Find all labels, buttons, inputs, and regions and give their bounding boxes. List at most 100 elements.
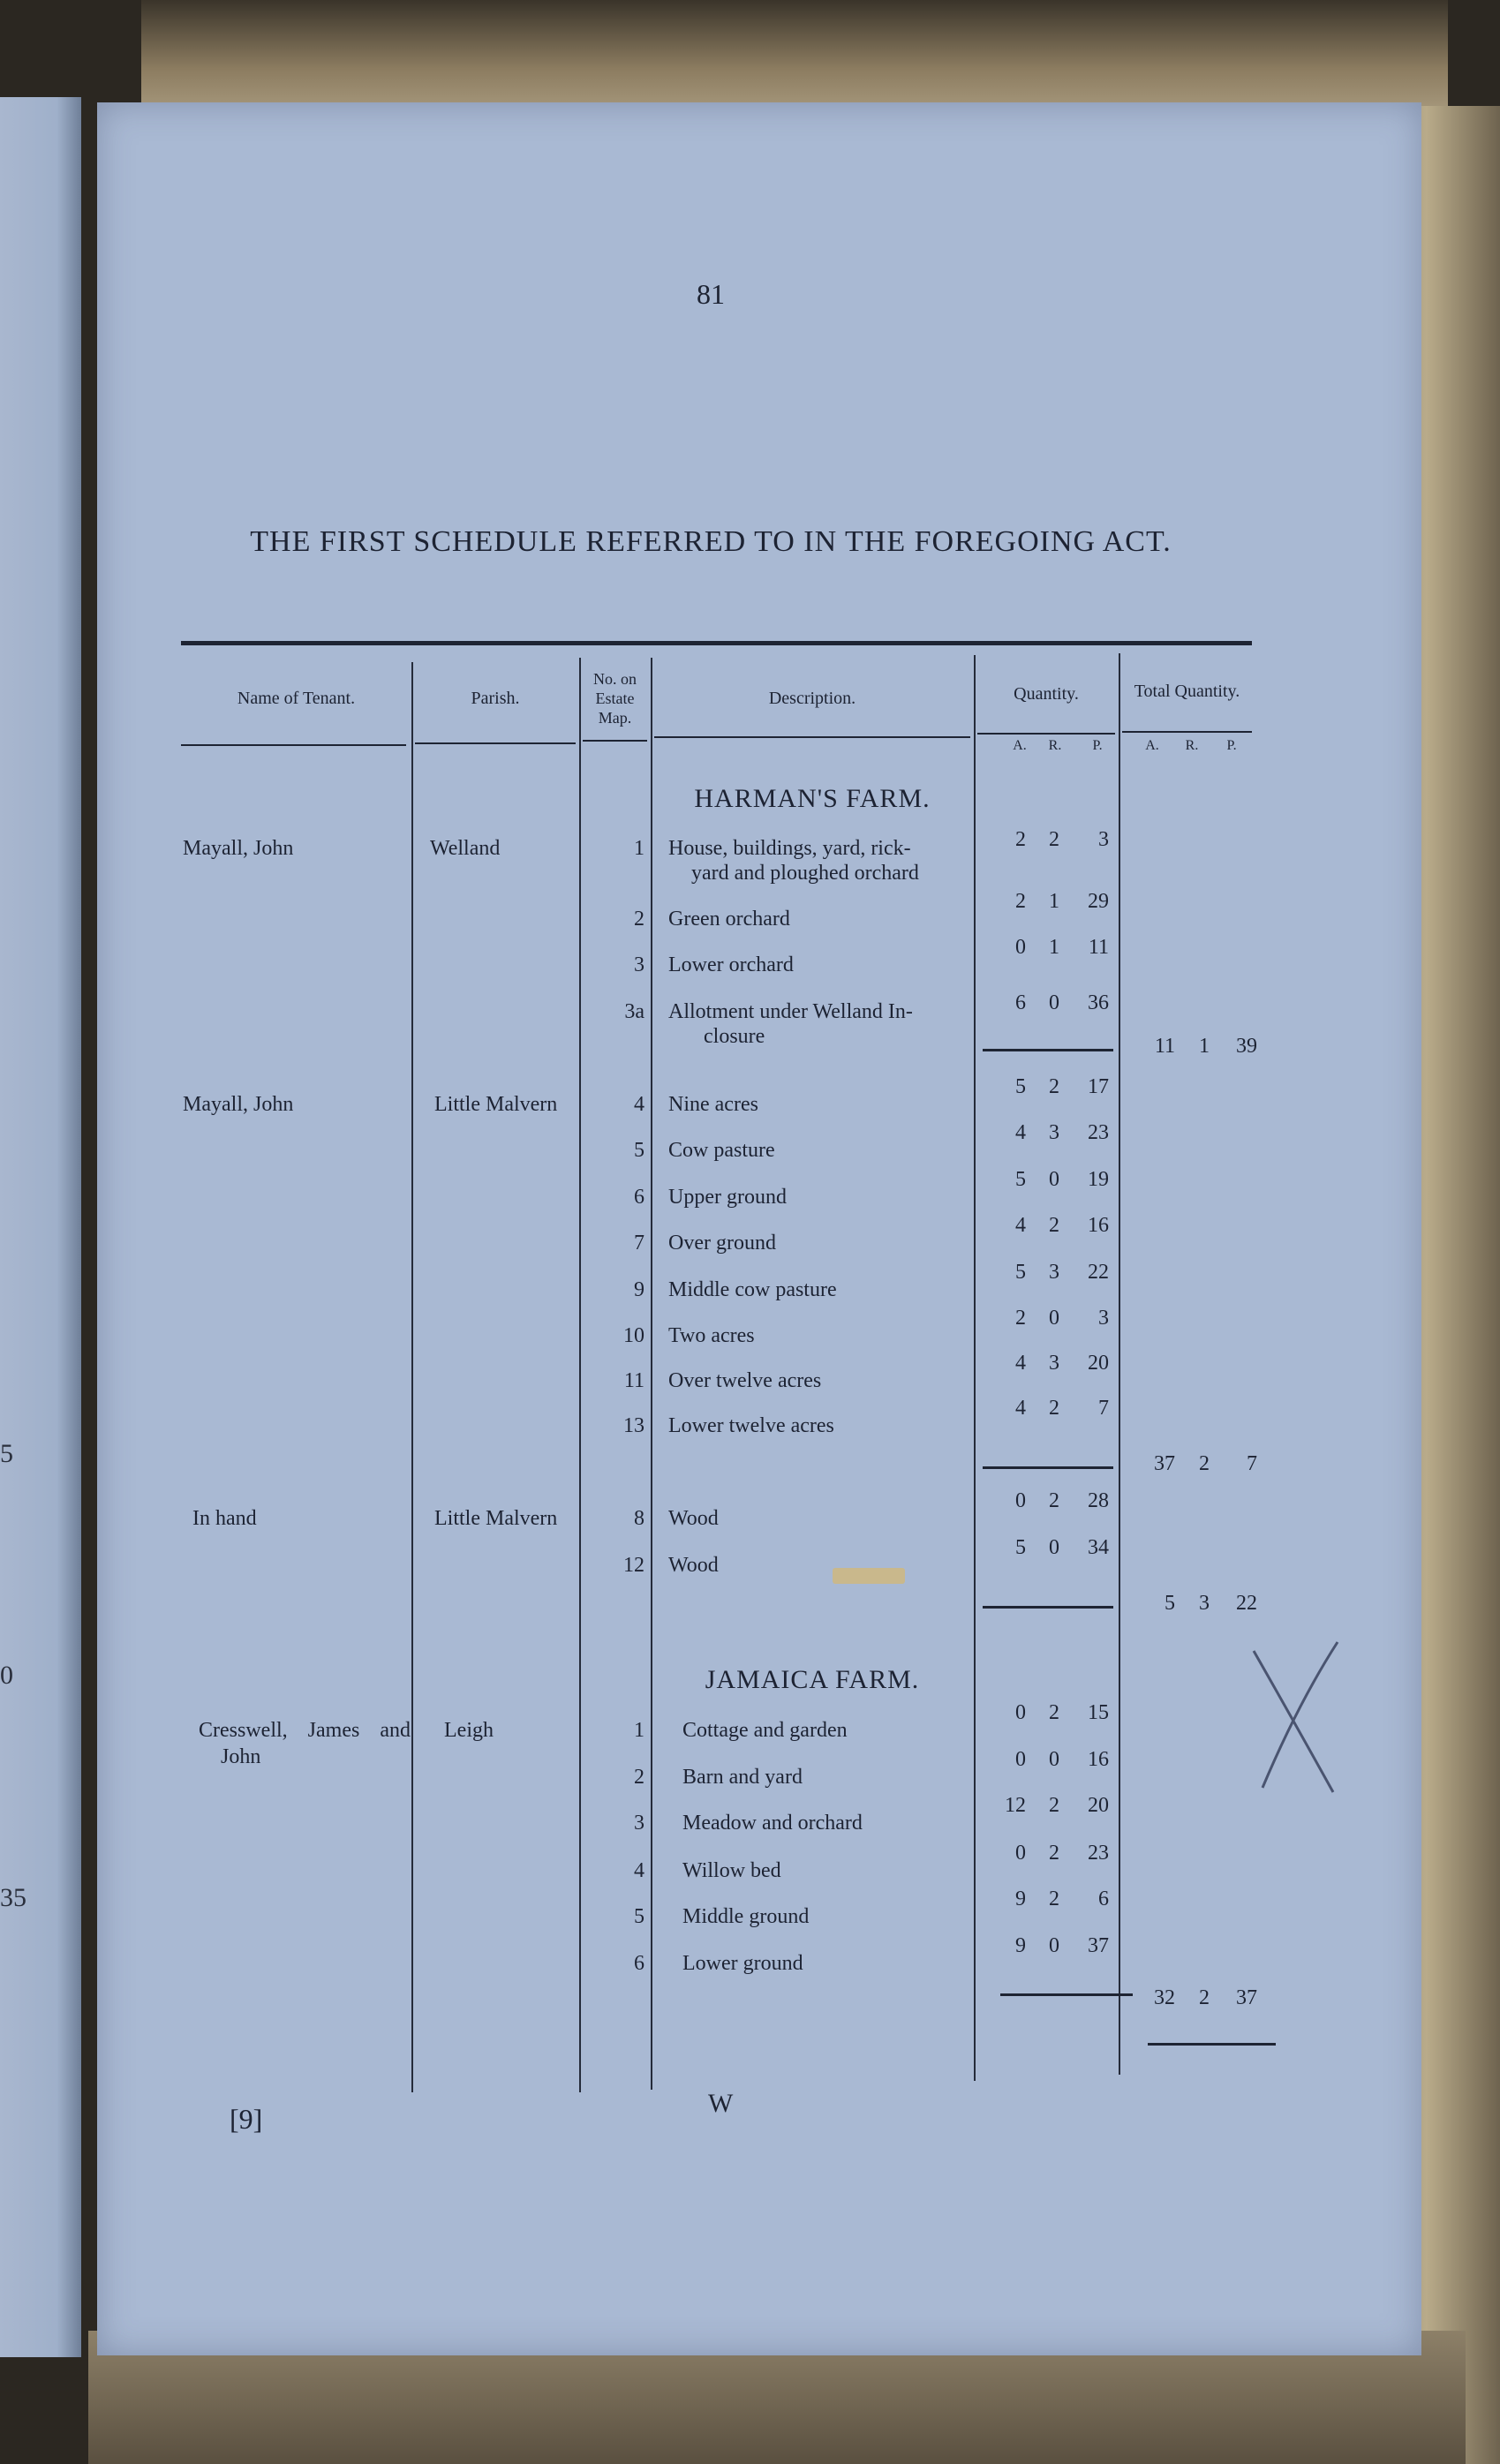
quantity-acres: 2: [1015, 890, 1026, 913]
quantity-perches: 11: [1088, 936, 1109, 959]
quantity-acres: 2: [1015, 828, 1026, 851]
quantity-perches: 16: [1088, 1214, 1109, 1237]
map-number: 13: [623, 1414, 644, 1437]
table-row: [181, 1000, 182, 1001]
map-number: 4: [634, 1093, 644, 1116]
subtotal-rule: [983, 1466, 1113, 1469]
paper-tape-patch: [833, 1568, 905, 1584]
table-row: [181, 1554, 182, 1555]
total-perches: 37: [1236, 1986, 1257, 2009]
header-map-no: No. on Estate Map.: [593, 670, 637, 727]
map-number: 3: [634, 1812, 644, 1835]
unit-acres: A.: [1145, 738, 1159, 753]
table-row: [181, 837, 182, 838]
quantity-perches: 22: [1088, 1261, 1109, 1284]
total-acres: 5: [1165, 1592, 1175, 1615]
table-row: [181, 1952, 182, 1953]
description: Green orchard: [668, 908, 790, 931]
quantity-roods: 2: [1049, 1888, 1059, 1910]
quantity-perches: 6: [1098, 1888, 1109, 1910]
description: Barn and yard: [682, 1766, 803, 1789]
quantity-acres: 4: [1015, 1397, 1026, 1420]
total-roods: 2: [1199, 1452, 1210, 1475]
table-row: [181, 1859, 182, 1860]
schedule-title: THE FIRST SCHEDULE REFERRED TO IN THE FO…: [250, 525, 1172, 558]
description: Lower orchard: [668, 953, 794, 976]
description: Upper ground: [668, 1186, 787, 1209]
quantity-perches: 20: [1088, 1794, 1109, 1817]
description: Meadow and orchard: [682, 1812, 863, 1835]
description: Lower twelve acres: [668, 1414, 834, 1437]
tenant-name: In hand: [192, 1507, 257, 1530]
header-quantity: Quantity.: [1014, 684, 1079, 704]
map-number: 9: [634, 1278, 644, 1301]
map-number: 11: [623, 1369, 644, 1392]
tenant-name: Cresswell, James and: [199, 1719, 411, 1742]
quantity-perches: 3: [1098, 828, 1109, 851]
quantity-acres: 9: [1015, 1934, 1026, 1957]
description: Lower ground: [682, 1952, 803, 1975]
quantity-roods: 3: [1049, 1121, 1059, 1144]
map-number: 2: [634, 908, 644, 931]
quantity-roods: 2: [1049, 1794, 1059, 1817]
header-total-quantity: Total Quantity.: [1134, 682, 1240, 701]
quantity-roods: 2: [1049, 1701, 1059, 1724]
subtotal-rule: [1000, 1993, 1133, 1996]
table-row: [181, 1766, 182, 1767]
tenant-name: Mayall, John: [183, 1093, 294, 1116]
header-rule: [654, 736, 970, 738]
quantity-roods: 0: [1049, 1168, 1059, 1191]
description: Wood: [668, 1507, 719, 1530]
header-rule: [583, 740, 647, 742]
description: Middle cow pasture: [668, 1278, 837, 1301]
total-roods: 1: [1199, 1035, 1210, 1058]
map-number: 3a: [624, 1000, 644, 1023]
map-number: 3: [634, 953, 644, 976]
table-row: [181, 953, 182, 954]
quantity-acres: 0: [1015, 1701, 1026, 1724]
quantity-perches: 15: [1088, 1701, 1109, 1724]
quantity-acres: 2: [1015, 1307, 1026, 1330]
map-number: 2: [634, 1766, 644, 1789]
total-acres: 32: [1154, 1986, 1175, 2009]
facing-page-fragment: 5: [0, 1439, 13, 1468]
quantity-acres: 4: [1015, 1121, 1026, 1144]
description: Allotment under Welland In-: [668, 1000, 913, 1023]
header-rule: [415, 742, 576, 744]
total-acres: 11: [1154, 1035, 1175, 1058]
total-perches: 39: [1236, 1035, 1257, 1058]
description: Middle ground: [682, 1905, 810, 1928]
description: Two acres: [668, 1324, 755, 1347]
quantity-perches: 7: [1098, 1397, 1109, 1420]
quantity-roods: 3: [1049, 1261, 1059, 1284]
quantity-roods: 0: [1049, 1748, 1059, 1771]
parish-name: Little Malvern: [434, 1093, 558, 1116]
tenant-name-cont: John: [221, 1745, 261, 1768]
unit-acres: A.: [1013, 738, 1027, 753]
table-row: [181, 1278, 182, 1279]
quantity-acres: 0: [1015, 1748, 1026, 1771]
farm-heading: HARMAN'S FARM.: [694, 784, 931, 813]
quantity-perches: 37: [1088, 1934, 1109, 1957]
quantity-perches: 19: [1088, 1168, 1109, 1191]
facing-page: 5 0 35: [0, 97, 81, 2357]
table-row: [181, 1324, 182, 1325]
quantity-acres: 6: [1015, 991, 1026, 1014]
description: House, buildings, yard, rick-: [668, 837, 911, 860]
gathering-mark: W: [708, 2089, 734, 2118]
quantity-roods: 1: [1049, 890, 1059, 913]
description-cont: yard and ploughed orchard: [691, 862, 919, 885]
map-number: 4: [634, 1859, 644, 1882]
unit-roods: R.: [1185, 738, 1199, 753]
quantity-perches: 3: [1098, 1307, 1109, 1330]
quantity-perches: 29: [1088, 890, 1109, 913]
header-parish: Parish.: [471, 689, 520, 708]
quantity-perches: 28: [1088, 1489, 1109, 1512]
description: Nine acres: [668, 1093, 758, 1116]
signature-mark: [9]: [230, 2103, 263, 2135]
quantity-acres: 9: [1015, 1888, 1026, 1910]
map-number: 8: [634, 1507, 644, 1530]
quantity-perches: 16: [1088, 1748, 1109, 1771]
unit-roods: R.: [1048, 738, 1062, 753]
header-description: Description.: [768, 689, 856, 708]
